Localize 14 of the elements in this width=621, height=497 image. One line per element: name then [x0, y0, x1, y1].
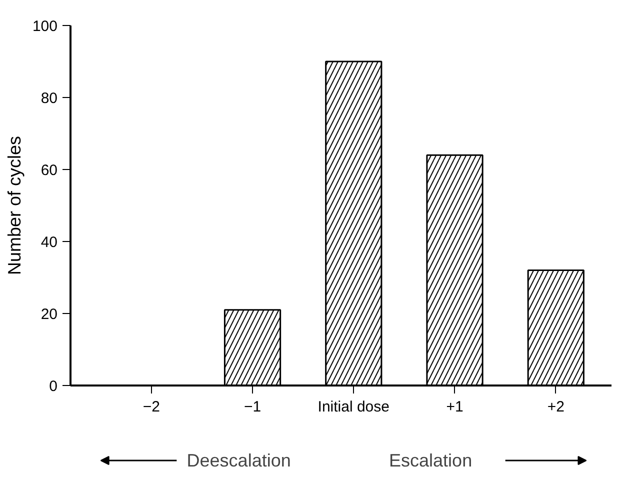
x-tick-label: Initial dose	[318, 398, 390, 416]
y-tick-label: 40	[40, 234, 58, 251]
x-tick-label: −2	[142, 398, 160, 416]
y-tick-label: 60	[40, 162, 58, 179]
x-tick-label: −1	[244, 398, 262, 416]
y-tick-label: 80	[40, 90, 58, 107]
y-tick-label: 0	[49, 378, 58, 395]
y-axis-title: Number of cycles	[4, 136, 24, 276]
text: Deescalation	[186, 450, 291, 470]
x-tick-label: +2	[547, 398, 564, 416]
y-tick-label: 20	[40, 306, 58, 323]
x-tick-label: +1	[446, 398, 464, 416]
text: Escalation	[389, 450, 472, 470]
y-tick-label: 100	[32, 18, 58, 35]
